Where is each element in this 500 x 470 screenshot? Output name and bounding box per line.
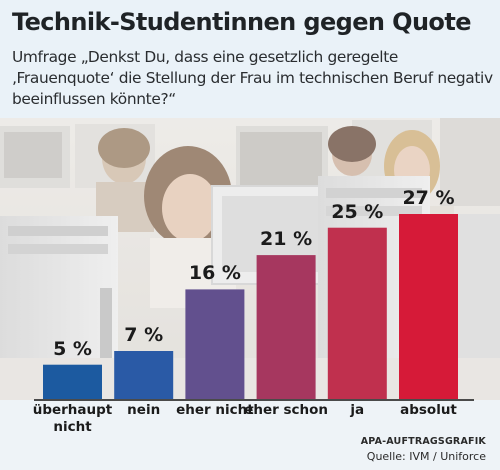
- bar-6: [399, 214, 458, 399]
- value-label-1: 5 %: [53, 337, 92, 360]
- chart-title: Technik-Studentinnen gegen Quote: [12, 8, 471, 36]
- value-label-2: 7 %: [124, 324, 164, 346]
- source-credit: Quelle: IVM / Uniforce: [366, 450, 486, 463]
- chart-subtitle: Umfrage „Denkst Du, dass eine gesetzlich…: [12, 48, 493, 108]
- bar-4: [256, 255, 316, 399]
- bar-5: [327, 227, 387, 399]
- agency-credit: APA-AUFTRAGSGRAFIK: [360, 436, 486, 447]
- bar-1: [43, 364, 102, 399]
- value-label-5: 25 %: [331, 200, 384, 223]
- category-label-1: überhaupt nicht: [32, 402, 113, 435]
- category-label-6: absolut: [400, 402, 457, 418]
- value-label-4: 21 %: [260, 228, 313, 251]
- bar-3: [185, 289, 245, 399]
- bar-2: [114, 351, 174, 399]
- category-label-2: nein: [127, 402, 161, 418]
- value-label-3: 16 %: [188, 262, 241, 285]
- chart-baseline: [34, 399, 474, 401]
- header-panel: Technik-Studentinnen gegen Quote Umfrage…: [0, 0, 500, 118]
- category-label-3: eher nicht: [176, 402, 254, 418]
- category-label-5: ja: [350, 402, 365, 418]
- value-label-6: 27 %: [402, 187, 455, 209]
- category-label-4: eher schon: [244, 402, 328, 418]
